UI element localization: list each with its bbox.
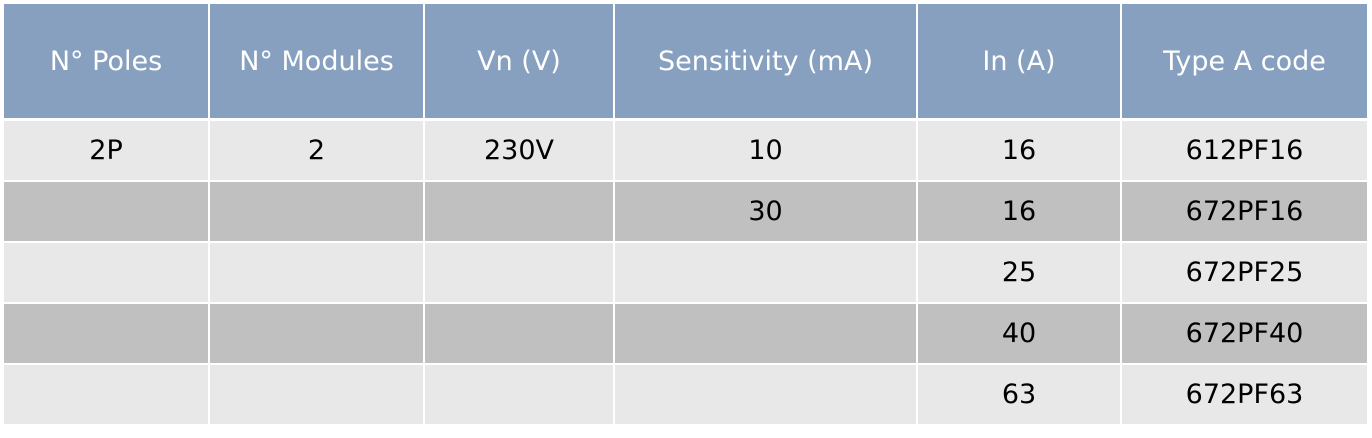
header-poles: N° Poles bbox=[4, 4, 210, 121]
header-modules: N° Modules bbox=[210, 4, 425, 121]
header-type-a-code: Type A code bbox=[1122, 4, 1367, 121]
cell-poles bbox=[4, 182, 210, 243]
cell-current: 40 bbox=[918, 304, 1122, 365]
cell-current: 25 bbox=[918, 243, 1122, 304]
cell-current: 16 bbox=[918, 121, 1122, 182]
cell-poles bbox=[4, 365, 210, 426]
cell-sensitivity: 10 bbox=[615, 121, 918, 182]
table-row: 30 16 672PF16 bbox=[4, 182, 1367, 243]
cell-voltage bbox=[425, 365, 615, 426]
table-row: 40 672PF40 bbox=[4, 304, 1367, 365]
cell-voltage bbox=[425, 304, 615, 365]
table-row: 25 672PF25 bbox=[4, 243, 1367, 304]
cell-modules bbox=[210, 365, 425, 426]
cell-type-a-code: 672PF63 bbox=[1122, 365, 1367, 426]
product-table-container: N° Poles N° Modules Vn (V) Sensitivity (… bbox=[4, 4, 1367, 426]
header-row: N° Poles N° Modules Vn (V) Sensitivity (… bbox=[4, 4, 1367, 121]
cell-modules bbox=[210, 243, 425, 304]
product-table: N° Poles N° Modules Vn (V) Sensitivity (… bbox=[4, 4, 1367, 426]
cell-sensitivity bbox=[615, 243, 918, 304]
table-body: 2P 2 230V 10 16 612PF16 30 16 672PF16 bbox=[4, 121, 1367, 426]
table-header: N° Poles N° Modules Vn (V) Sensitivity (… bbox=[4, 4, 1367, 121]
cell-poles bbox=[4, 304, 210, 365]
cell-current: 63 bbox=[918, 365, 1122, 426]
header-current: In (A) bbox=[918, 4, 1122, 121]
cell-voltage bbox=[425, 182, 615, 243]
cell-type-a-code: 672PF16 bbox=[1122, 182, 1367, 243]
cell-poles bbox=[4, 243, 210, 304]
header-sensitivity: Sensitivity (mA) bbox=[615, 4, 918, 121]
cell-type-a-code: 672PF40 bbox=[1122, 304, 1367, 365]
table-row: 63 672PF63 bbox=[4, 365, 1367, 426]
cell-current: 16 bbox=[918, 182, 1122, 243]
cell-voltage: 230V bbox=[425, 121, 615, 182]
cell-voltage bbox=[425, 243, 615, 304]
cell-modules: 2 bbox=[210, 121, 425, 182]
header-voltage: Vn (V) bbox=[425, 4, 615, 121]
cell-type-a-code: 612PF16 bbox=[1122, 121, 1367, 182]
table-row: 2P 2 230V 10 16 612PF16 bbox=[4, 121, 1367, 182]
cell-modules bbox=[210, 304, 425, 365]
cell-type-a-code: 672PF25 bbox=[1122, 243, 1367, 304]
cell-poles: 2P bbox=[4, 121, 210, 182]
cell-sensitivity bbox=[615, 304, 918, 365]
cell-sensitivity bbox=[615, 365, 918, 426]
cell-modules bbox=[210, 182, 425, 243]
cell-sensitivity: 30 bbox=[615, 182, 918, 243]
